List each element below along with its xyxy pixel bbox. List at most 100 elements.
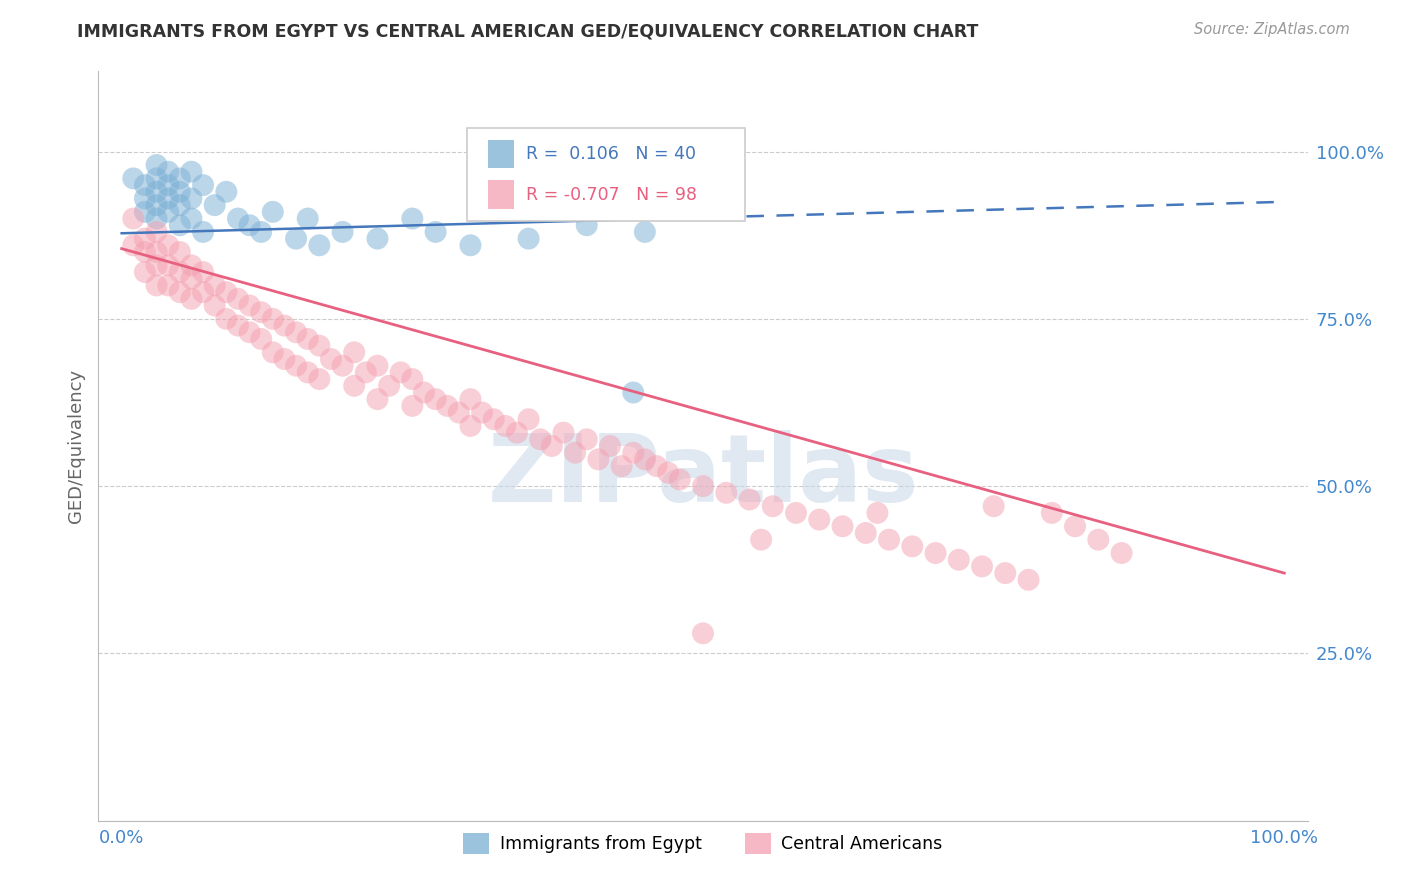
Point xyxy=(297,332,319,346)
Point xyxy=(366,392,388,407)
Point xyxy=(157,205,180,219)
Point xyxy=(145,198,167,212)
Point xyxy=(831,519,853,533)
Text: R = -0.707   N = 98: R = -0.707 N = 98 xyxy=(526,186,697,203)
Point xyxy=(1018,573,1040,587)
Text: Source: ZipAtlas.com: Source: ZipAtlas.com xyxy=(1194,22,1350,37)
Point xyxy=(157,278,180,293)
Point xyxy=(250,305,273,319)
Point xyxy=(716,486,738,500)
Point xyxy=(692,626,714,640)
Point xyxy=(157,259,180,273)
Point xyxy=(389,366,412,380)
Point xyxy=(134,192,156,206)
Point xyxy=(645,459,668,474)
Point xyxy=(401,372,423,386)
Point xyxy=(308,339,330,353)
Point xyxy=(471,406,494,420)
Point xyxy=(262,345,284,359)
Point xyxy=(785,506,807,520)
Text: IMMIGRANTS FROM EGYPT VS CENTRAL AMERICAN GED/EQUIVALENCY CORRELATION CHART: IMMIGRANTS FROM EGYPT VS CENTRAL AMERICA… xyxy=(77,22,979,40)
Point xyxy=(1087,533,1109,547)
Point xyxy=(239,326,262,340)
Point xyxy=(145,171,167,186)
Point xyxy=(610,459,633,474)
Point xyxy=(262,205,284,219)
Point xyxy=(180,192,202,206)
Point xyxy=(855,526,877,541)
Point xyxy=(599,439,621,453)
Point xyxy=(204,198,226,212)
Point xyxy=(297,366,319,380)
Point xyxy=(343,379,366,393)
Point xyxy=(226,318,249,333)
Text: ZIPatlas: ZIPatlas xyxy=(488,430,918,522)
Point xyxy=(134,245,156,260)
Point xyxy=(343,345,366,359)
Text: R =  0.106   N = 40: R = 0.106 N = 40 xyxy=(526,145,696,163)
Point xyxy=(285,232,308,246)
Point xyxy=(273,318,295,333)
Point xyxy=(970,559,993,574)
Point xyxy=(401,211,423,226)
Point xyxy=(285,326,308,340)
Point xyxy=(145,278,167,293)
Point xyxy=(366,232,388,246)
Point xyxy=(215,312,238,326)
Point xyxy=(122,171,145,186)
Point xyxy=(983,500,1005,514)
Point xyxy=(575,219,598,233)
Point xyxy=(169,265,191,279)
Point xyxy=(169,185,191,199)
Point xyxy=(122,238,145,252)
Point xyxy=(157,165,180,179)
Point xyxy=(634,452,657,467)
Point xyxy=(588,452,610,467)
Point xyxy=(634,225,657,239)
Point xyxy=(460,392,482,407)
Point xyxy=(180,165,202,179)
Point xyxy=(134,232,156,246)
Point xyxy=(134,265,156,279)
Bar xyxy=(488,140,515,169)
Point xyxy=(517,232,540,246)
Point xyxy=(169,219,191,233)
Point xyxy=(308,372,330,386)
Point xyxy=(553,425,575,440)
Point xyxy=(866,506,889,520)
Point xyxy=(157,192,180,206)
Point xyxy=(808,513,831,527)
Point xyxy=(401,399,423,413)
Point xyxy=(447,406,470,420)
Point xyxy=(332,225,354,239)
Point xyxy=(319,352,342,367)
Point xyxy=(169,171,191,186)
Point xyxy=(204,278,226,293)
Point xyxy=(692,479,714,493)
Point xyxy=(332,359,354,373)
Point xyxy=(948,553,970,567)
Point xyxy=(191,225,214,239)
Point xyxy=(506,425,529,440)
Bar xyxy=(488,180,515,209)
Point xyxy=(762,500,785,514)
Point xyxy=(1111,546,1133,560)
Point xyxy=(145,158,167,172)
Point xyxy=(157,238,180,252)
Point xyxy=(994,566,1017,581)
Point xyxy=(1040,506,1063,520)
Point xyxy=(285,359,308,373)
Point xyxy=(575,433,598,447)
Point xyxy=(494,419,516,434)
Point xyxy=(540,439,562,453)
Point xyxy=(425,225,447,239)
Legend: Immigrants from Egypt, Central Americans: Immigrants from Egypt, Central Americans xyxy=(457,826,949,861)
Point xyxy=(877,533,900,547)
Point xyxy=(239,299,262,313)
Point xyxy=(460,238,482,252)
Point xyxy=(482,412,505,426)
Point xyxy=(924,546,946,560)
Point xyxy=(378,379,401,393)
Point xyxy=(668,473,690,487)
Point xyxy=(564,446,586,460)
